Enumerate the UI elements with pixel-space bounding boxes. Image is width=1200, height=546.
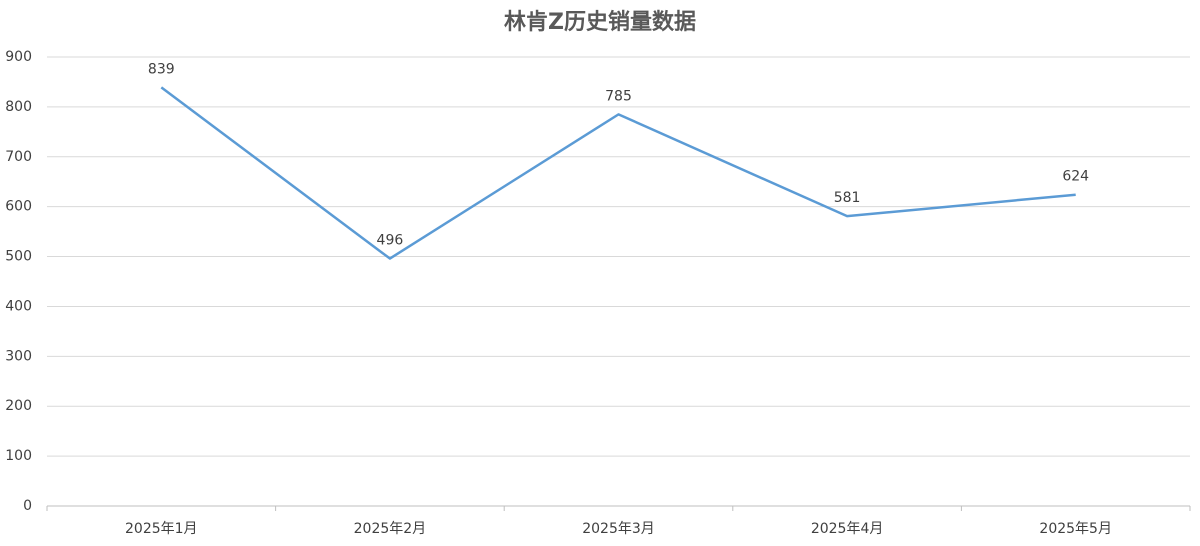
- x-tick-label: 2025年3月: [582, 521, 655, 537]
- data-label: 624: [1062, 169, 1089, 185]
- line-series: [160, 86, 1076, 260]
- y-tick-label: 800: [5, 99, 32, 115]
- y-tick-label: 0: [23, 498, 32, 514]
- y-tick-label: 700: [5, 149, 32, 165]
- data-label: 581: [834, 190, 861, 206]
- chart-title: 林肯Z历史销量数据: [504, 9, 696, 35]
- y-tick-label: 600: [5, 199, 32, 215]
- x-tick-label: 2025年5月: [1039, 521, 1112, 537]
- data-label: 839: [148, 61, 175, 77]
- y-tick-label: 500: [5, 249, 32, 265]
- y-tick-label: 300: [5, 348, 32, 364]
- y-tick-label: 200: [5, 398, 32, 414]
- x-tick-label: 2025年4月: [811, 521, 884, 537]
- data-label: 496: [377, 233, 404, 249]
- data-label: 785: [605, 88, 632, 104]
- x-tick-label: 2025年1月: [125, 521, 198, 537]
- y-tick-label: 900: [5, 49, 32, 65]
- y-tick-label: 400: [5, 298, 32, 314]
- y-tick-label: 100: [5, 448, 32, 464]
- x-tick-label: 2025年2月: [354, 521, 427, 537]
